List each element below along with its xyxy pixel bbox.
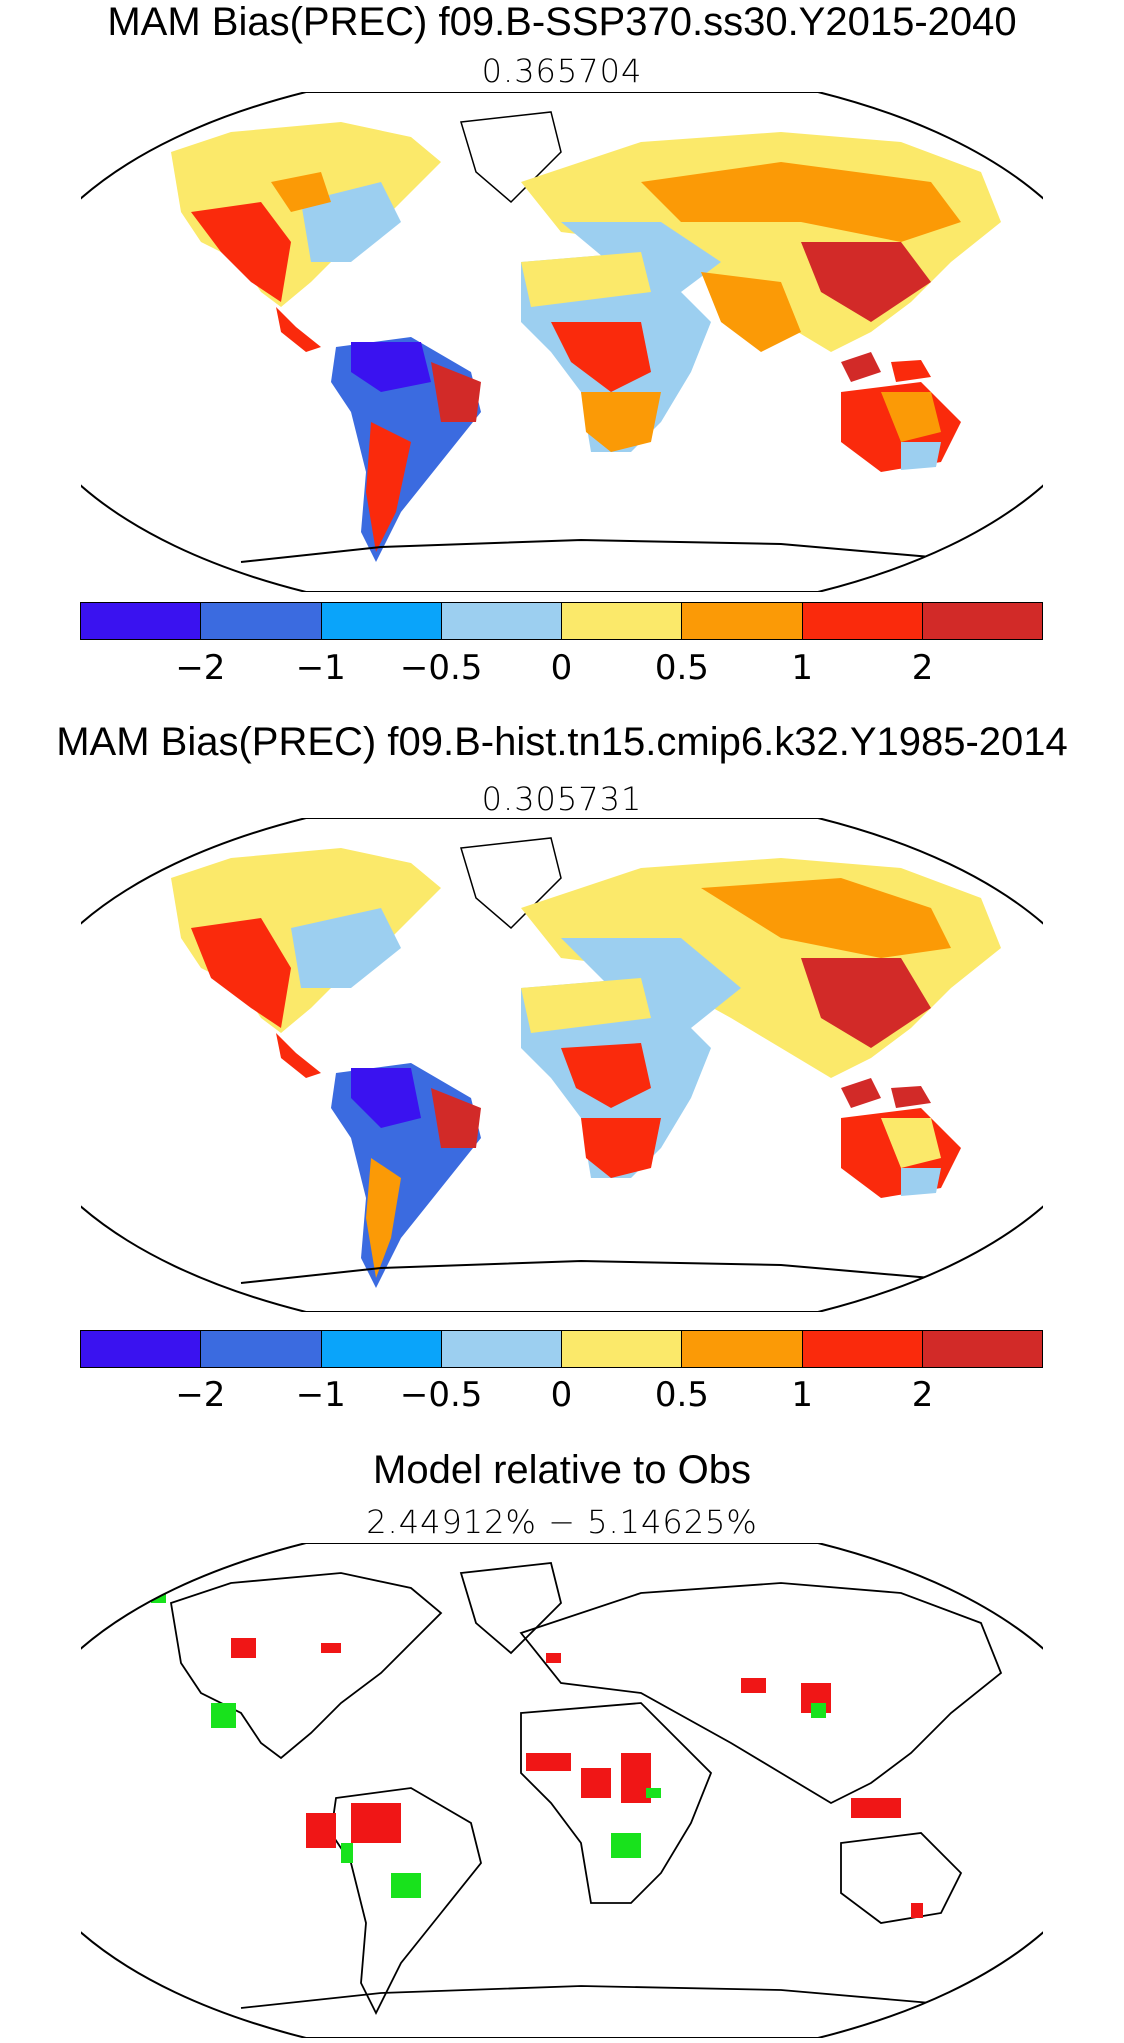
colorbar-tick-label: 0.5: [654, 648, 709, 688]
australia-outline: [840, 1832, 963, 1924]
colorbar-swatch: [321, 603, 442, 639]
colorbar-swatch: [682, 603, 803, 639]
panel1-colorbar: [80, 602, 1043, 640]
north-america-outline: [169, 1572, 443, 1760]
colorbar-tick-label: −0.5: [399, 1375, 483, 1415]
colorbar-tick-label: 1: [791, 1375, 814, 1415]
colorbar-tick-label: 0: [550, 1375, 573, 1415]
colorbar-tick-label: 0: [550, 648, 573, 688]
panel1-value: 0.365704: [481, 52, 643, 90]
colorbar-tick-label: −0.5: [399, 648, 483, 688]
relative-patches: [151, 1593, 923, 1918]
panel3-relative-map: [81, 1543, 1043, 2038]
colorbar-swatch: [922, 1331, 1042, 1367]
colorbar-tick-label: −2: [175, 1375, 226, 1415]
colorbar-swatch: [441, 1331, 562, 1367]
greenland-outline: [459, 1562, 562, 1655]
colorbar-swatch: [441, 603, 562, 639]
panel3-value: 2.44912% − 5.14625%: [366, 1503, 758, 1541]
colorbar-swatch: [802, 1331, 923, 1367]
colorbar-swatch: [201, 603, 322, 639]
colorbar-tick-label: −2: [175, 648, 226, 688]
colorbar-tick-label: 2: [911, 648, 934, 688]
panel2-title: MAM Bias(PREC) f09.B-hist.tn15.cmip6.k32…: [56, 720, 1068, 764]
eurasia-outline: [519, 1582, 1003, 1805]
panel2-colorbar-ticks: −2 −1 −0.5 0 0.5 1 2: [80, 1375, 1043, 1415]
colorbar-swatch: [802, 603, 923, 639]
panel1-colorbar-ticks: −2 −1 −0.5 0 0.5 1 2: [80, 648, 1043, 688]
colorbar-swatch: [201, 1331, 322, 1367]
colorbar-tick-label: −1: [295, 1375, 346, 1415]
colorbar-swatch: [81, 1331, 202, 1367]
panel2-colorbar: [80, 1330, 1043, 1368]
colorbar-tick-label: 0.5: [654, 1375, 709, 1415]
colorbar-swatch: [562, 603, 683, 639]
colorbar-swatch: [321, 1331, 442, 1367]
panel2-value: 0.305731: [481, 780, 643, 818]
colorbar-tick-label: 2: [911, 1375, 934, 1415]
colorbar-swatch: [81, 603, 202, 639]
colorbar-swatch: [682, 1331, 803, 1367]
colorbar-tick-label: 1: [791, 648, 814, 688]
colorbar-tick-label: −1: [295, 648, 346, 688]
panel3-title: Model relative to Obs: [373, 1448, 751, 1492]
panel2-bias-map: [81, 818, 1043, 1312]
panel1-bias-map: [81, 92, 1043, 592]
colorbar-swatch: [922, 603, 1042, 639]
panel1-title: MAM Bias(PREC) f09.B-SSP370.ss30.Y2015-2…: [107, 0, 1017, 44]
africa-outline: [520, 1702, 713, 1904]
colorbar-swatch: [562, 1331, 683, 1367]
